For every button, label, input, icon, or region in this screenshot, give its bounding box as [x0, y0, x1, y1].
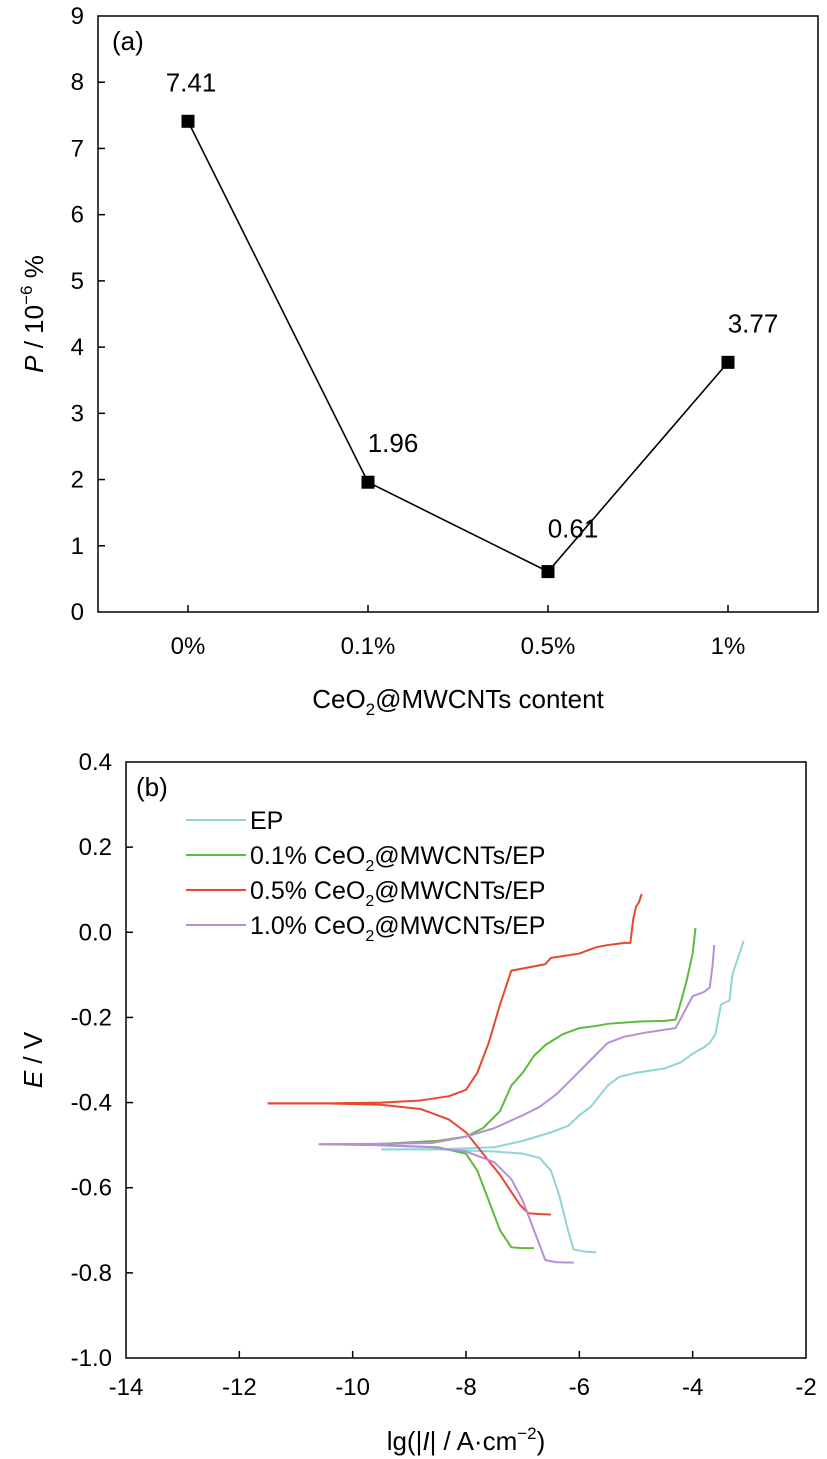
x-tick-label-a: 1%	[711, 633, 746, 660]
x-tick-label-b: -14	[109, 1374, 144, 1401]
data-point-a	[721, 355, 735, 369]
y-tick-label-b: -1.0	[71, 1345, 112, 1372]
data-point-a	[181, 114, 195, 128]
y-tick-label-a: 2	[71, 467, 84, 494]
panel-label-b: (b)	[136, 772, 168, 802]
x-tick-label-b: -4	[682, 1374, 703, 1401]
y-axis-label-a: P / 10−6 %	[17, 255, 49, 373]
data-point-a	[361, 475, 375, 489]
y-tick-label-b: -0.6	[71, 1175, 112, 1202]
y-tick-label-a: 7	[71, 135, 84, 162]
data-label-a: 7.41	[166, 67, 217, 97]
x-tick-label-b: -6	[569, 1374, 590, 1401]
series-line-b-2-anodic	[267, 893, 643, 1105]
x-tick-label-a: 0.1%	[341, 633, 396, 660]
y-tick-label-a: 9	[71, 3, 84, 30]
x-tick-label-b: -2	[795, 1374, 816, 1401]
legend-label-b: EP	[250, 807, 283, 835]
x-tick-label-b: -10	[335, 1374, 370, 1401]
panel-label-a: (a)	[112, 26, 144, 56]
y-tick-label-a: 1	[71, 533, 84, 560]
series-line-b-2-cathodic	[267, 1102, 552, 1216]
plot-frame-a	[97, 15, 819, 613]
data-point-a	[541, 565, 555, 579]
legend-label-b: 0.5% CeO2@MWCNTs/EP	[250, 877, 545, 910]
x-tick-label-b: -8	[455, 1374, 476, 1401]
data-label-a: 3.77	[728, 308, 779, 338]
series-line-b-3-anodic	[318, 944, 716, 1146]
x-tick-label-a: 0.5%	[521, 633, 576, 660]
legend-label-b: 0.1% CeO2@MWCNTs/EP	[250, 842, 545, 875]
y-tick-label-b: -0.4	[71, 1090, 112, 1117]
y-tick-label-b: -0.2	[71, 1004, 112, 1031]
chart-panel-b: -1.0 -0.8 -0.6 -0.4 -0.2 0.0 0.2 0.4 -14 -12 -10 -8…	[18, 749, 817, 1456]
series-line-b-1-cathodic	[324, 1143, 534, 1250]
y-tick-label-b: 0.4	[79, 749, 112, 776]
series-line-a	[187, 120, 729, 573]
series-line-b-1-anodic	[324, 927, 697, 1146]
x-tick-label-b: -12	[222, 1374, 257, 1401]
y-axis-label-b: E / V	[18, 1031, 48, 1088]
series-line-b-3-cathodic	[318, 1143, 574, 1264]
y-tick-label-b: -0.8	[71, 1260, 112, 1287]
legend-label-b: 1.0% CeO2@MWCNTs/EP	[250, 912, 545, 945]
y-tick-label-b: 0.2	[79, 834, 112, 861]
data-label-a: 1.96	[368, 428, 419, 458]
y-tick-label-a: 8	[71, 69, 84, 96]
series-line-b-0-anodic	[381, 940, 745, 1151]
chart-panel-a: 0 1 2 3 4 5 6 7 8 9 0% 0.1% 0.5% 1% 7.41 1.96 0.61 3.77 (a…	[17, 3, 819, 719]
y-tick-label-a: 5	[71, 268, 84, 295]
y-tick-label-a: 4	[71, 334, 84, 361]
y-tick-label-a: 3	[71, 400, 84, 427]
data-label-a: 0.61	[548, 514, 599, 544]
series-line-b-0-cathodic	[381, 1148, 597, 1254]
y-tick-label-a: 0	[71, 599, 84, 626]
x-axis-label-a: CeO2@MWCNTs content	[312, 684, 604, 719]
y-tick-label-b: 0.0	[79, 919, 112, 946]
x-axis-label-b: lg(|I| / A·cm−2)	[387, 1424, 546, 1456]
y-tick-label-a: 6	[71, 202, 84, 229]
x-tick-label-a: 0%	[171, 633, 206, 660]
